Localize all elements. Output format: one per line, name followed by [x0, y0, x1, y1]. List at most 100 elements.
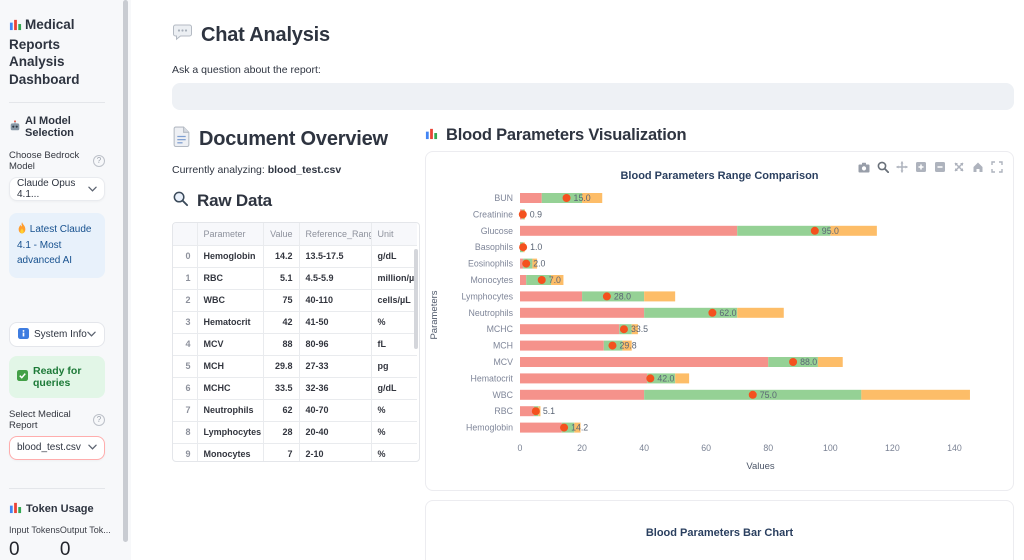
report-select-label: Select Medical Report: [9, 408, 71, 431]
info-icon: [18, 328, 29, 340]
autoscale-icon[interactable]: [953, 160, 965, 172]
range-chart[interactable]: BUN 15.0 Creatinine 0.9 Glucose 95.0 Basophils…: [426, 186, 1013, 486]
svg-text:MCV: MCV: [493, 357, 513, 367]
status-badge: Ready for queries: [9, 355, 105, 398]
pan-icon[interactable]: [896, 160, 908, 173]
visualization-column: Blood Parameters Visualization Blood Par…: [425, 126, 1014, 560]
svg-text:140: 140: [947, 443, 962, 453]
help-icon[interactable]: ?: [93, 413, 105, 426]
svg-text:Hemoglobin: Hemoglobin: [466, 423, 513, 433]
divider: [9, 102, 105, 104]
plotly-modebar: [858, 160, 1003, 174]
table-row: 2 WBC 75 40-110 cells/µL: [173, 289, 417, 312]
table-row: 7 Neutrophils 62 40-70%: [173, 399, 417, 422]
visualization-heading: Blood Parameters Visualization: [425, 126, 1014, 145]
raw-data-heading: Raw Data: [172, 190, 420, 212]
model-select-label: Choose Bedrock Model: [9, 150, 80, 173]
column-header: Parameter: [196, 223, 264, 246]
svg-text:100: 100: [823, 443, 838, 453]
table-row: 1 RBC 5.1 4.5-5.9 million/µL: [173, 267, 417, 290]
table-row: 8 Lymphocytes 28 20-40%: [173, 421, 417, 444]
help-icon[interactable]: ?: [93, 155, 105, 168]
svg-text:20: 20: [577, 443, 587, 453]
svg-text:Values: Values: [746, 461, 775, 472]
svg-text:7.0: 7.0: [549, 275, 561, 285]
svg-text:0: 0: [518, 443, 523, 453]
svg-text:60: 60: [701, 443, 711, 453]
svg-text:Eosinophils: Eosinophils: [468, 259, 514, 269]
svg-text:62.0: 62.0: [719, 308, 736, 318]
zoom-out-icon[interactable]: [934, 160, 946, 172]
zoom-in-icon[interactable]: [915, 160, 927, 172]
svg-text:MCHC: MCHC: [487, 324, 514, 334]
system-info-expander[interactable]: System Info: [9, 321, 105, 347]
sidebar-scrollbar[interactable]: [123, 0, 128, 542]
chevron-down-icon: [88, 442, 97, 453]
svg-text:WBC: WBC: [492, 390, 513, 400]
zoom-icon[interactable]: [877, 160, 890, 174]
svg-text:1.0: 1.0: [530, 242, 542, 252]
model-select[interactable]: Claude Opus 4.1...: [9, 177, 105, 202]
model-info-box: Latest Claude 4.1 - Most advanced AI: [9, 213, 105, 278]
svg-text:Monocytes: Monocytes: [470, 275, 513, 285]
svg-text:MCH: MCH: [493, 341, 513, 351]
bar-chart-icon: [425, 126, 438, 145]
chat-analysis-heading: Chat Analysis: [172, 22, 1014, 48]
column-header: Reference_Range: [298, 223, 372, 246]
svg-text:33.5: 33.5: [631, 324, 648, 334]
bar-chart-title: Blood Parameters Bar Chart: [645, 527, 794, 539]
camera-icon[interactable]: [858, 160, 870, 173]
svg-text:Hematocrit: Hematocrit: [470, 373, 513, 383]
speech-bubble-icon: [172, 22, 193, 48]
main-content: Chat Analysis Ask a question about the r…: [131, 0, 1024, 560]
chevron-down-icon: [88, 184, 97, 195]
svg-text:Basophils: Basophils: [475, 242, 514, 252]
column-header: Unit: [370, 223, 417, 246]
svg-text:42.0: 42.0: [657, 373, 674, 383]
analyzing-filename: blood_test.csv: [267, 164, 342, 176]
reset-axes-icon[interactable]: [972, 160, 984, 172]
bar-chart-icon: [9, 19, 22, 34]
svg-text:29.8: 29.8: [619, 341, 636, 351]
table-row: 0 Hemoglobin 14.2 13.5-17.5 g/dL: [173, 245, 417, 268]
range-chart-title: Blood Parameters Range Comparison: [620, 170, 819, 182]
svg-text:Creatinine: Creatinine: [473, 209, 513, 219]
divider: [9, 487, 105, 489]
svg-text:14.2: 14.2: [571, 423, 588, 433]
range-chart-card: Blood Parameters Range Comparison BUN 15.…: [425, 151, 1014, 491]
table-row: 5 MCH 29.8 27-33 pg: [173, 355, 417, 378]
svg-text:80: 80: [763, 443, 773, 453]
svg-text:RBC: RBC: [494, 406, 513, 416]
input-tokens-metric: Input Tokens 0: [9, 524, 60, 560]
svg-text:Lymphocytes: Lymphocytes: [461, 291, 513, 301]
robot-icon: [9, 120, 21, 135]
bar-chart-card: Blood Parameters Bar Chart: [425, 500, 1014, 560]
svg-text:Parameters: Parameters: [429, 290, 440, 339]
svg-text:2.0: 2.0: [533, 259, 545, 269]
document-column: Document Overview Currently analyzing: b…: [172, 126, 420, 560]
svg-text:75.0: 75.0: [760, 390, 777, 400]
output-tokens-metric: Output Tok... 0: [59, 524, 111, 560]
svg-text:Glucose: Glucose: [481, 226, 513, 236]
chat-question-input[interactable]: [172, 83, 1014, 110]
table-row: 6 MCHC 33.5 32-36 g/dL: [173, 377, 417, 400]
svg-text:88.0: 88.0: [800, 357, 817, 367]
report-select[interactable]: blood_test.csv: [9, 435, 105, 460]
fullscreen-icon[interactable]: [991, 160, 1003, 173]
bar-chart-icon: [9, 501, 22, 517]
check-icon: [17, 370, 28, 383]
table-row: 3 Hematocrit 42 41-50%: [173, 311, 417, 334]
table-scrollbar[interactable]: [414, 249, 418, 349]
svg-text:Neutrophils: Neutrophils: [469, 308, 514, 318]
table-row: 4 MCV 88 80-96 fL: [173, 333, 417, 356]
svg-text:0.9: 0.9: [530, 209, 542, 219]
svg-text:40: 40: [639, 443, 649, 453]
svg-text:120: 120: [885, 443, 900, 453]
token-usage-heading: Token Usage: [9, 501, 105, 517]
app-title: Medical Reports Analysis Dashboard: [9, 17, 80, 87]
svg-text:15.0: 15.0: [574, 193, 591, 203]
